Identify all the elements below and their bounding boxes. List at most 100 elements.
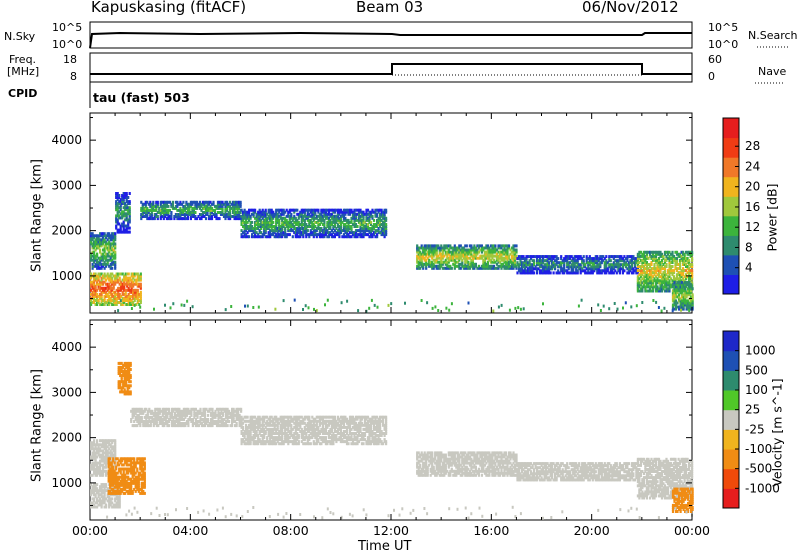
range-cell — [267, 208, 270, 212]
range-cell — [365, 214, 368, 218]
range-cell — [678, 287, 681, 291]
range-cell — [99, 493, 102, 497]
range-cell — [311, 212, 314, 216]
range-cell — [674, 265, 677, 268]
range-cell — [575, 259, 578, 263]
range-cell — [594, 267, 597, 271]
range-cell — [128, 363, 131, 367]
range-cell — [124, 296, 127, 300]
range-cell — [119, 489, 122, 493]
range-cell — [133, 296, 136, 300]
range-cell — [180, 303, 183, 307]
range-cell — [97, 238, 100, 242]
range-cell — [278, 225, 281, 228]
range-cell — [290, 229, 293, 233]
range-cell — [94, 272, 97, 276]
range-cell — [242, 220, 245, 224]
range-cell — [263, 214, 266, 218]
range-cell — [100, 240, 103, 244]
range-cell — [312, 216, 315, 220]
range-cell — [96, 282, 99, 286]
range-cell — [275, 223, 278, 226]
range-cell — [273, 229, 276, 233]
range-cell — [681, 281, 684, 285]
range-cell — [99, 248, 102, 252]
range-cell — [432, 246, 435, 250]
range-cell — [458, 254, 461, 258]
range-cell — [486, 266, 489, 270]
range-cell — [117, 274, 120, 278]
range-cell — [653, 285, 656, 289]
range-cell — [320, 208, 323, 212]
range-cell — [118, 194, 121, 197]
range-cell — [108, 282, 111, 286]
range-cell — [162, 211, 165, 214]
range-cell — [480, 256, 483, 260]
range-cell — [507, 260, 511, 264]
range-cell — [123, 382, 126, 386]
range-cell — [200, 215, 203, 218]
range-cell — [116, 461, 119, 465]
range-cell — [97, 503, 100, 507]
range-cell — [549, 271, 552, 275]
range-cell — [645, 273, 648, 277]
range-cell — [494, 246, 497, 250]
range-cell — [377, 223, 380, 226]
range-cell — [284, 218, 287, 222]
range-cell — [557, 269, 560, 273]
range-cell — [585, 271, 588, 275]
range-cell — [471, 256, 474, 260]
range-cell — [128, 390, 131, 394]
range-cell — [630, 271, 633, 275]
range-cell — [332, 214, 335, 218]
range-cell — [452, 258, 455, 262]
range-cell — [485, 256, 488, 260]
range-cell — [347, 223, 350, 226]
range-cell — [437, 264, 440, 268]
range-cell — [249, 208, 252, 212]
range-cell — [653, 263, 656, 266]
range-cell — [183, 303, 186, 307]
range-cell — [112, 445, 115, 449]
range-cell — [105, 236, 108, 240]
range-cell — [688, 305, 691, 309]
range-cell — [100, 505, 103, 509]
range-cell — [419, 262, 422, 266]
range-cell — [674, 289, 678, 293]
range-cell — [608, 271, 611, 275]
range-cell — [144, 213, 147, 216]
range-cell — [576, 265, 579, 269]
range-cell — [93, 497, 96, 501]
range-cell — [530, 255, 533, 259]
range-cell — [96, 294, 99, 298]
range-cell — [108, 505, 111, 509]
range-cell — [354, 223, 358, 226]
range-cell — [374, 231, 377, 235]
range-cell — [119, 226, 122, 230]
range-cell — [116, 218, 119, 222]
range-cell — [139, 278, 142, 282]
range-cell — [563, 267, 566, 271]
range-cell — [311, 214, 314, 218]
range-cell — [373, 303, 376, 307]
range-cell — [647, 283, 650, 287]
range-cell — [489, 244, 492, 248]
range-cell — [684, 289, 687, 293]
range-cell — [232, 204, 235, 208]
range-cell — [383, 220, 386, 224]
range-cell — [125, 469, 128, 473]
range-cell — [121, 210, 124, 214]
range-cell — [100, 244, 103, 248]
range-cell — [128, 469, 131, 473]
range-cell — [419, 250, 422, 254]
range-cell — [647, 256, 650, 260]
range-cell — [672, 258, 676, 262]
range-cell — [150, 208, 153, 212]
range-cell — [124, 196, 127, 199]
range-cell — [500, 252, 503, 256]
range-cell — [673, 287, 676, 291]
range-cell — [659, 269, 662, 273]
range-cell — [108, 264, 111, 268]
range-cell — [512, 252, 515, 256]
range-cell — [632, 257, 635, 261]
